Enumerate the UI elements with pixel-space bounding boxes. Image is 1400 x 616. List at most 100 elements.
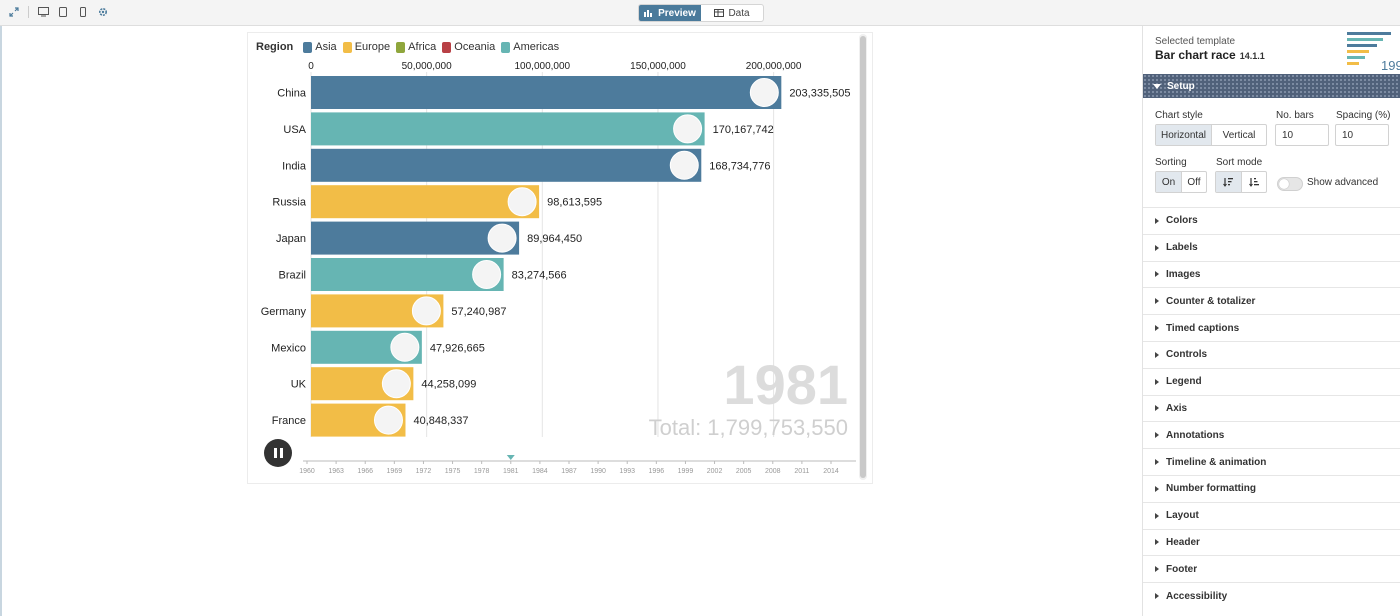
template-thumbnail-year: 199	[1381, 58, 1400, 72]
legend-swatch	[303, 41, 313, 53]
timeline-tick-label: 1990	[590, 468, 606, 475]
table-icon	[714, 9, 725, 17]
timeline-tick-label: 2002	[707, 468, 723, 475]
flag-icon	[390, 332, 420, 362]
caret-right-icon	[1155, 485, 1159, 492]
settings-panel: Selected template Bar chart race 14.1.1 1…	[1142, 26, 1400, 616]
legend-item-europe[interactable]: Europe	[342, 41, 390, 53]
preview-scrollbar-thumb[interactable]	[860, 36, 866, 478]
legend-item-americas[interactable]: Americas	[501, 41, 559, 53]
sort-ascending-icon[interactable]	[1240, 172, 1266, 192]
sorting-label: Sorting	[1155, 157, 1187, 168]
section-labels[interactable]: Labels	[1143, 233, 1400, 261]
show-advanced-toggle[interactable]	[1277, 177, 1303, 191]
current-year-counter: 1981	[723, 353, 848, 416]
bar	[311, 185, 540, 219]
section-counter-totalizer[interactable]: Counter & totalizer	[1143, 287, 1400, 314]
section-accessibility[interactable]: Accessibility	[1143, 582, 1400, 609]
pause-button[interactable]	[264, 439, 292, 467]
caret-down-icon	[1153, 83, 1161, 89]
bar-value-label: 170,167,742	[713, 124, 774, 136]
section-label: Labels	[1166, 242, 1198, 254]
legend-swatch	[501, 41, 511, 53]
chart-legend: Region Asia Europe Africa Oceania Americ…	[256, 41, 559, 53]
caret-right-icon	[1155, 271, 1159, 278]
bar-category-label: Japan	[276, 233, 306, 245]
data-tab-label: Data	[728, 7, 750, 19]
chart-style-toggle: Horizontal Vertical	[1155, 124, 1267, 146]
caret-right-icon	[1155, 593, 1159, 600]
preview-tab[interactable]: Preview	[639, 5, 701, 21]
section-layout[interactable]: Layout	[1143, 501, 1400, 529]
bar-value-label: 83,274,566	[512, 270, 567, 282]
spacing-input[interactable]: 10	[1335, 124, 1389, 146]
template-thumbnail[interactable]: 199	[1341, 28, 1400, 72]
timeline-tick-label: 1987	[561, 468, 577, 475]
legend-item-asia[interactable]: Asia	[303, 41, 337, 53]
legend-item-oceania[interactable]: Oceania	[442, 41, 495, 53]
timeline-tick-label: 1975	[445, 468, 461, 475]
section-timed-captions[interactable]: Timed captions	[1143, 314, 1400, 341]
bar-value-label: 40,848,337	[413, 415, 468, 427]
caret-right-icon	[1155, 432, 1159, 439]
settings-sections: Colors Labels Images Counter & totalizer Tim…	[1143, 207, 1400, 609]
timeline-tick-label: 2011	[794, 468, 809, 475]
no-bars-input[interactable]: 10	[1275, 124, 1329, 146]
section-footer[interactable]: Footer	[1143, 555, 1400, 582]
section-header[interactable]: Header	[1143, 528, 1400, 556]
section-axis[interactable]: Axis	[1143, 394, 1400, 422]
caret-right-icon	[1155, 244, 1159, 251]
chart-style-vertical[interactable]: Vertical	[1210, 125, 1266, 145]
section-images[interactable]: Images	[1143, 260, 1400, 288]
section-label: Header	[1166, 536, 1200, 548]
caret-right-icon	[1155, 459, 1159, 466]
fullscreen-icon[interactable]	[8, 6, 20, 18]
tablet-icon[interactable]	[57, 6, 69, 18]
bar-value-label: 57,240,987	[451, 306, 506, 318]
legend-label: Oceania	[454, 41, 496, 53]
section-annotations[interactable]: Annotations	[1143, 421, 1400, 448]
section-number-formatting[interactable]: Number formatting	[1143, 474, 1400, 502]
chart-style-horizontal[interactable]: Horizontal	[1156, 125, 1211, 145]
sort-descending-icon[interactable]	[1216, 172, 1241, 192]
section-legend[interactable]: Legend	[1143, 367, 1400, 395]
flag-icon	[673, 114, 703, 144]
section-colors[interactable]: Colors	[1143, 207, 1400, 234]
bar-category-label: USA	[283, 124, 306, 136]
caret-right-icon	[1155, 405, 1159, 412]
pause-icon	[273, 448, 277, 458]
caret-right-icon	[1155, 325, 1159, 332]
timeline-marker-icon[interactable]	[506, 455, 515, 460]
section-label: Timed captions	[1166, 322, 1240, 334]
section-label: Layout	[1166, 510, 1199, 522]
legend-item-africa[interactable]: Africa	[396, 41, 436, 53]
desktop-icon[interactable]	[37, 6, 49, 18]
section-controls[interactable]: Controls	[1143, 340, 1400, 368]
flag-icon	[472, 260, 502, 289]
section-label: Annotations	[1166, 429, 1225, 441]
setup-section-header[interactable]: Setup	[1143, 74, 1400, 98]
section-timeline-animation[interactable]: Timeline & animation	[1143, 448, 1400, 475]
sorting-off[interactable]: Off	[1180, 172, 1206, 192]
section-label: Timeline & animation	[1166, 456, 1267, 468]
mobile-icon[interactable]	[77, 6, 89, 18]
gear-icon[interactable]	[97, 6, 109, 18]
caret-right-icon	[1155, 298, 1159, 305]
section-label: Controls	[1166, 349, 1208, 361]
sorting-on[interactable]: On	[1156, 172, 1181, 192]
timeline-tick-label: 1984	[532, 468, 548, 475]
caret-right-icon	[1155, 539, 1159, 546]
timeline-tick-label: 1972	[416, 468, 432, 475]
bar	[311, 221, 520, 255]
pause-icon	[279, 448, 283, 458]
bar	[311, 76, 782, 109]
legend-label: Americas	[513, 41, 560, 53]
caret-right-icon	[1155, 351, 1159, 358]
timeline-tick-label: 1960	[299, 468, 315, 475]
bar-category-label: UK	[291, 379, 307, 391]
timeline-tick-label: 1963	[328, 468, 344, 475]
data-tab[interactable]: Data	[701, 5, 763, 21]
timeline-tick-label: 2014	[823, 468, 839, 475]
section-label: Accessibility	[1166, 590, 1228, 602]
